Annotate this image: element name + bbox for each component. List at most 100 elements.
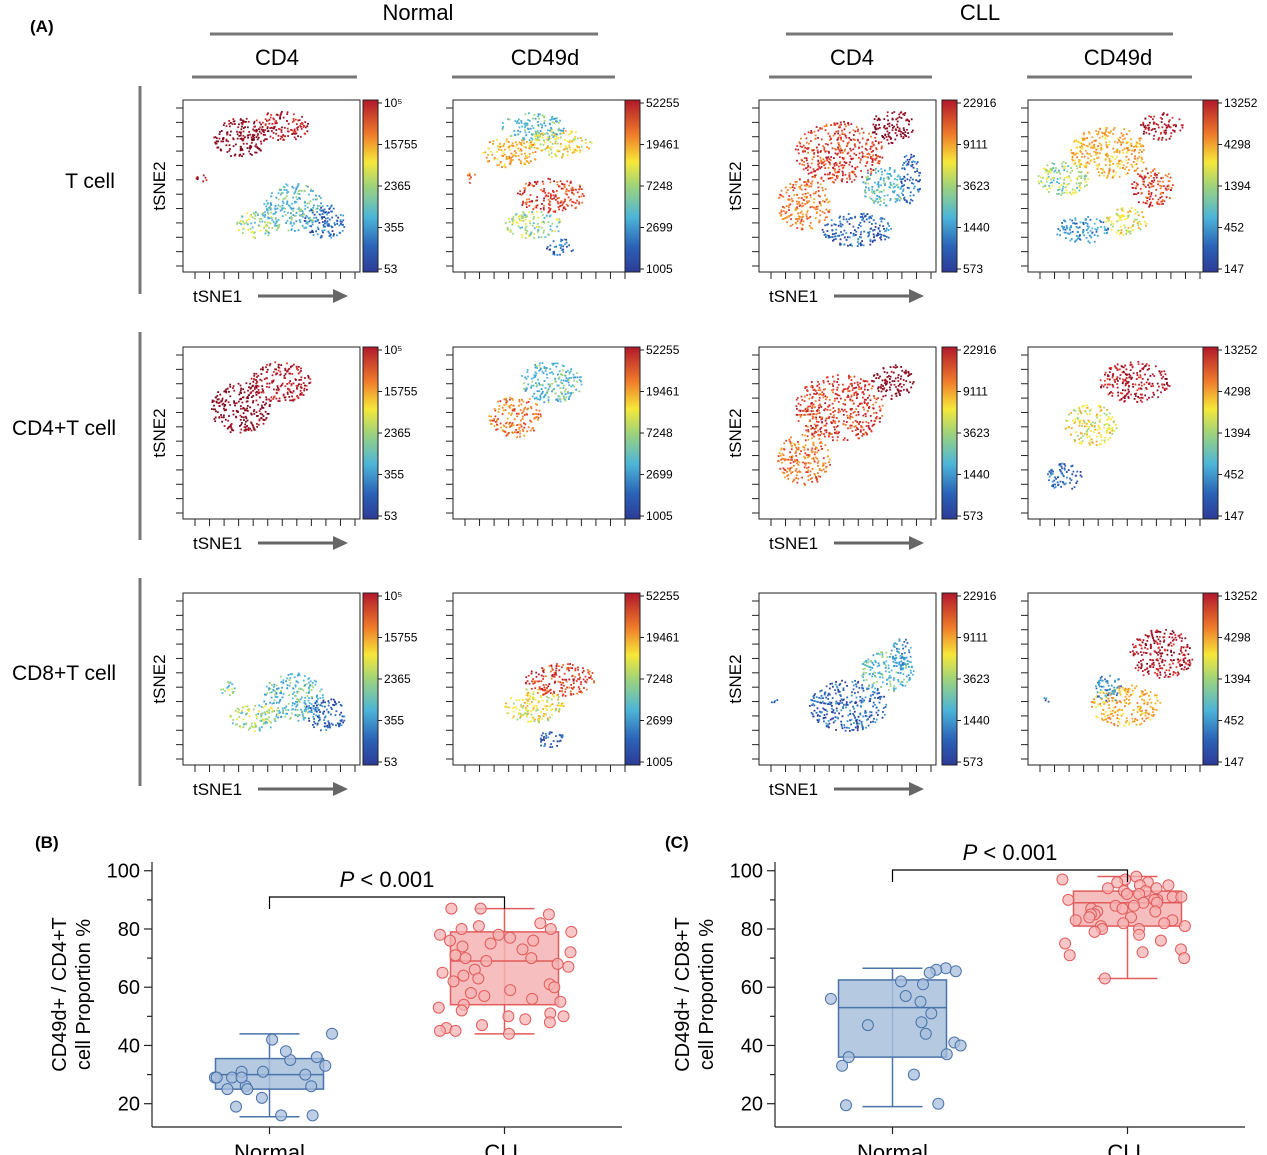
tsne-cell xyxy=(549,244,552,247)
tsne-cell xyxy=(537,229,540,232)
tsne-cell xyxy=(289,366,292,369)
tsne-cell xyxy=(839,242,841,245)
tsne-cell xyxy=(298,701,301,703)
tsne-cell xyxy=(798,162,801,165)
tsne-cell xyxy=(568,133,570,136)
tsne-cell xyxy=(820,177,823,180)
tsne-cell xyxy=(833,164,836,167)
tsne-cell xyxy=(240,131,242,134)
tsne-cell xyxy=(549,137,552,140)
tsne-cell xyxy=(848,172,851,174)
tsne-cell xyxy=(821,162,823,165)
tsne-cell xyxy=(559,400,562,403)
tsne-cell xyxy=(536,226,538,228)
tsne-cell xyxy=(293,694,296,697)
tsne-cell xyxy=(262,706,265,709)
tsne-cell xyxy=(543,208,545,211)
tsne-cell xyxy=(306,705,308,708)
tsne-cell xyxy=(547,206,550,209)
tsne-cell xyxy=(290,212,292,215)
tsne-cell xyxy=(896,123,898,126)
tsne-cell xyxy=(578,151,581,154)
tsne-cell xyxy=(555,673,558,676)
tsne-cell xyxy=(836,122,838,125)
tsne-cell xyxy=(244,136,246,139)
tsne-cell xyxy=(886,139,889,141)
tsne-cell xyxy=(226,427,229,430)
tsne-cell xyxy=(499,142,501,145)
tsne-cell xyxy=(833,235,836,238)
tsne-cell xyxy=(268,227,270,229)
tsne-cell xyxy=(871,385,874,388)
tsne-cell xyxy=(508,217,510,220)
tsne-cell xyxy=(525,715,528,718)
tsne-cell xyxy=(867,152,870,155)
tsne-cell xyxy=(222,416,225,419)
tsne-cell xyxy=(857,227,860,229)
tsne-cell xyxy=(840,149,842,152)
tsne-cell xyxy=(287,135,289,137)
tsne-cell xyxy=(266,224,269,227)
tsne-cell xyxy=(507,118,509,121)
tsne-cell xyxy=(853,375,856,378)
colorbar-tick-label: 2365 xyxy=(384,426,411,440)
tsne-cell xyxy=(239,153,242,156)
tsne-cell xyxy=(872,403,875,406)
tsne-cell xyxy=(519,432,521,435)
tsne-cell xyxy=(274,720,277,723)
tsne-cell xyxy=(819,127,821,129)
tsne-cell xyxy=(812,201,815,204)
tsne-cell xyxy=(241,711,244,714)
tsne-cell xyxy=(516,412,518,415)
tsne-cell xyxy=(894,200,897,203)
tsne-cell xyxy=(528,200,531,203)
tsne-cell xyxy=(801,476,803,479)
colorbar-tick-label: 2699 xyxy=(646,714,673,728)
tsne-cell xyxy=(297,687,300,690)
tsne-cell xyxy=(855,429,857,431)
tsne-cell xyxy=(583,687,585,689)
tsne-cell xyxy=(239,389,242,392)
tsne-cell xyxy=(805,429,808,432)
tsne-cell xyxy=(257,423,260,426)
tsne-cell xyxy=(271,192,273,195)
tsne-cell xyxy=(533,227,536,230)
tsne-cell xyxy=(494,415,497,418)
tsne-cell xyxy=(896,183,899,186)
tsne-cell xyxy=(582,678,585,681)
tsne-cell xyxy=(310,209,313,212)
tsne-cell xyxy=(813,198,816,200)
tsne-cell xyxy=(314,709,317,711)
tsne-cell xyxy=(816,208,819,210)
tsne-cell xyxy=(555,667,558,670)
tsne-cell xyxy=(822,145,824,147)
tsne-cell xyxy=(558,708,561,711)
tsne-cell xyxy=(910,198,912,201)
tsne-cell xyxy=(505,140,508,143)
tsne-cell xyxy=(249,727,251,729)
tsne-cell xyxy=(876,234,878,237)
tsne-cell xyxy=(298,193,301,195)
tsne-cell xyxy=(836,397,838,400)
tsne-cell xyxy=(890,228,892,230)
tsne-cell xyxy=(530,133,533,135)
tsne-cell xyxy=(883,194,886,197)
tsne-cell xyxy=(238,131,241,134)
tsne-cell xyxy=(875,133,878,135)
tsne-cell xyxy=(836,177,839,179)
tsne-cell xyxy=(861,155,864,158)
tsne-cell xyxy=(499,161,502,163)
tsne-cell xyxy=(266,721,268,724)
tsne-cell xyxy=(536,210,538,213)
tsne-cell xyxy=(835,430,838,433)
tsne-cell xyxy=(818,399,821,402)
tsne-cell xyxy=(308,685,311,688)
tsne-cell xyxy=(530,377,533,380)
tsne-cell xyxy=(843,420,845,423)
tsne-cell xyxy=(838,431,840,434)
tsne-cell xyxy=(559,381,562,384)
tsne-cell xyxy=(875,155,878,158)
tsne-cell xyxy=(578,678,581,681)
tsne-cell xyxy=(584,680,587,683)
tsne-cell xyxy=(819,214,822,217)
